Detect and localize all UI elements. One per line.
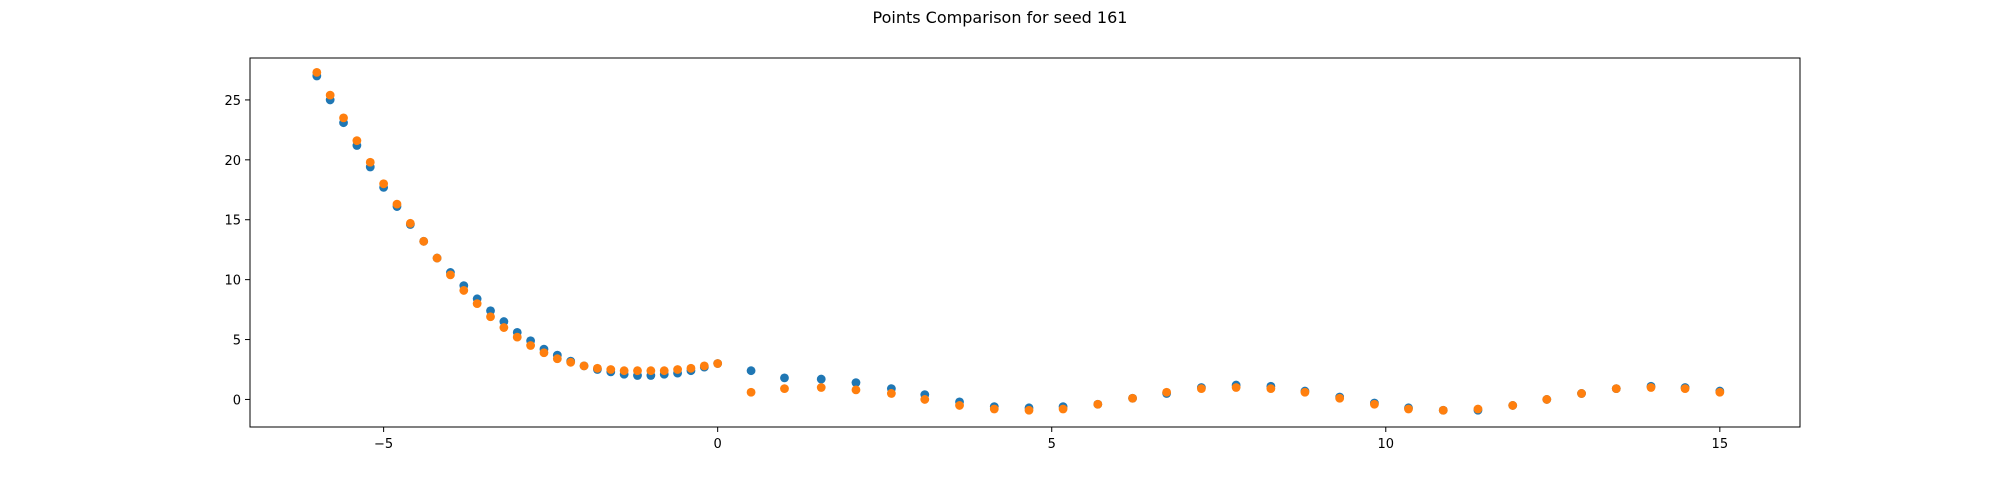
data-point	[920, 395, 930, 404]
x-tick-label: 0	[714, 437, 722, 452]
data-point	[1058, 404, 1068, 414]
data-point	[816, 374, 826, 384]
data-point	[780, 373, 789, 383]
data-point	[593, 363, 602, 373]
data-points	[312, 67, 1725, 415]
data-point	[989, 404, 999, 414]
data-point	[1404, 404, 1413, 414]
y-tick-label: 0	[233, 393, 241, 408]
x-tick-label: −5	[374, 437, 393, 452]
data-point	[955, 401, 964, 410]
data-point	[432, 253, 442, 263]
data-point	[1438, 405, 1448, 415]
data-point	[633, 366, 642, 376]
chart-title: Points Comparison for seed 161	[873, 8, 1128, 27]
data-point	[1508, 401, 1518, 410]
data-point	[886, 389, 896, 398]
data-point	[816, 383, 826, 392]
data-point	[1577, 389, 1586, 398]
y-tick-label: 10	[224, 274, 241, 289]
data-point	[552, 354, 562, 364]
data-point	[699, 361, 709, 371]
data-point	[1611, 384, 1621, 394]
data-point	[780, 384, 789, 394]
data-point	[539, 348, 549, 358]
data-point	[713, 359, 723, 368]
data-point	[1266, 384, 1276, 394]
data-point	[526, 341, 536, 350]
data-point	[352, 136, 362, 146]
data-point	[419, 236, 429, 246]
data-point	[1196, 384, 1206, 394]
data-point	[1542, 395, 1552, 404]
data-point	[472, 299, 482, 309]
data-point	[339, 113, 348, 123]
series-series_a	[312, 71, 1725, 415]
data-point	[1646, 383, 1656, 392]
x-axis: −5 0 5 10 15	[374, 427, 1728, 452]
data-point	[392, 199, 402, 209]
y-tick-label: 20	[224, 154, 241, 169]
data-point	[365, 157, 375, 167]
x-tick-label: 10	[1378, 437, 1395, 452]
data-point	[499, 323, 509, 332]
plot-area-frame	[249, 57, 1801, 428]
data-point	[1715, 387, 1725, 397]
data-point	[405, 218, 415, 228]
data-point	[579, 361, 589, 371]
series-series_b	[312, 67, 1725, 415]
data-point	[1093, 399, 1103, 409]
data-point	[512, 332, 522, 342]
data-point	[619, 366, 629, 376]
data-point	[459, 286, 469, 295]
data-point	[1024, 405, 1034, 415]
y-axis: 0 5 10 15 20 25	[224, 94, 250, 408]
data-point	[1128, 393, 1137, 403]
data-point	[851, 385, 861, 395]
data-point	[1680, 384, 1690, 394]
data-point	[1335, 393, 1345, 403]
x-tick-label: 15	[1712, 437, 1729, 452]
data-point	[1162, 387, 1172, 397]
data-point	[659, 366, 669, 376]
data-point	[312, 67, 322, 77]
data-point	[746, 387, 756, 397]
data-point	[606, 365, 616, 374]
data-point	[686, 363, 696, 373]
data-point	[379, 179, 389, 189]
data-point	[646, 366, 656, 376]
y-tick-label: 25	[224, 94, 241, 109]
data-point	[1473, 404, 1483, 414]
data-point	[566, 357, 576, 367]
x-tick-label: 5	[1048, 437, 1056, 452]
data-point	[746, 366, 756, 376]
data-point	[486, 312, 495, 322]
data-point	[851, 378, 861, 388]
data-point	[673, 365, 682, 374]
data-point	[1300, 387, 1310, 397]
y-tick-label: 15	[224, 214, 241, 229]
data-point	[446, 270, 455, 280]
data-point	[1231, 383, 1241, 392]
data-point	[1370, 399, 1379, 409]
data-point	[325, 90, 335, 100]
y-tick-label: 5	[233, 334, 241, 349]
